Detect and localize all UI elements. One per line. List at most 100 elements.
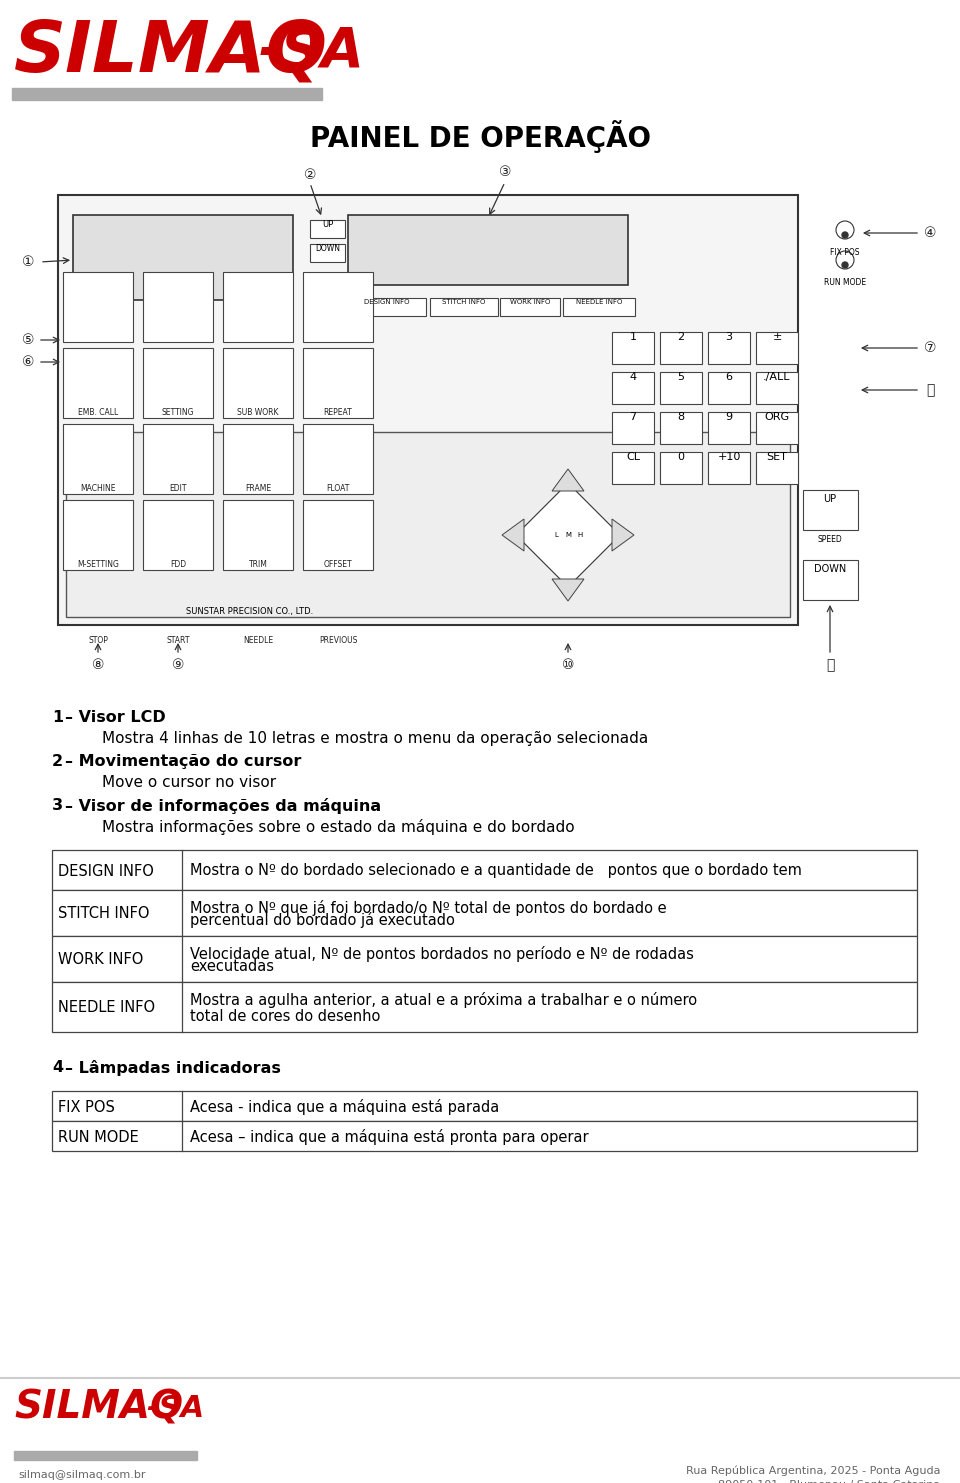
Bar	[660, 412, 702, 443]
Bar	[303, 349, 373, 418]
Text: Mostra o Nº que já foi bordado/o Nº total de pontos do bordado e: Mostra o Nº que já foi bordado/o Nº tota…	[190, 900, 666, 916]
Text: TRIM: TRIM	[249, 561, 268, 569]
Polygon shape	[612, 519, 634, 552]
Text: silmaq@silmaq.com.br: silmaq@silmaq.com.br	[18, 1470, 146, 1480]
Bar	[58, 194, 798, 624]
Polygon shape	[516, 483, 620, 587]
Bar	[612, 452, 654, 483]
Text: 9: 9	[726, 412, 732, 423]
Text: FIX POS: FIX POS	[830, 248, 860, 257]
Text: OFFSET: OFFSET	[324, 561, 352, 569]
Bar	[708, 332, 750, 363]
Bar	[756, 452, 798, 483]
Text: RUN MODE: RUN MODE	[824, 277, 866, 288]
Bar	[12, 87, 322, 99]
Text: EDIT: EDIT	[169, 483, 187, 492]
Bar	[223, 500, 293, 569]
Text: 8: 8	[678, 412, 684, 423]
Text: DOWN: DOWN	[315, 245, 340, 254]
Bar	[348, 215, 628, 285]
Bar	[63, 500, 133, 569]
Text: – Visor de informações da máquina: – Visor de informações da máquina	[65, 798, 381, 814]
Text: Mostra 4 linhas de 10 letras e mostra o menu da operação selecionada: Mostra 4 linhas de 10 letras e mostra o …	[102, 731, 648, 746]
Text: 4: 4	[52, 1060, 63, 1075]
Text: START: START	[166, 636, 190, 645]
Polygon shape	[552, 578, 584, 601]
Bar	[708, 372, 750, 403]
Bar	[14, 1450, 197, 1459]
Text: NEEDLE INFO: NEEDLE INFO	[58, 1001, 156, 1016]
Text: Mostra a agulha anterior, a atual e a próxima a trabalhar e o número: Mostra a agulha anterior, a atual e a pr…	[190, 992, 697, 1008]
Text: EMB. CALL: EMB. CALL	[78, 408, 118, 417]
Bar	[563, 298, 635, 316]
Text: ③: ③	[499, 165, 512, 179]
Bar	[52, 936, 917, 982]
Text: SILMAQ: SILMAQ	[14, 18, 328, 87]
Text: M: M	[565, 532, 571, 538]
Text: PAINEL DE OPERAÇÃO: PAINEL DE OPERAÇÃO	[309, 120, 651, 153]
Text: WORK INFO: WORK INFO	[510, 300, 550, 305]
Bar	[660, 452, 702, 483]
Bar	[660, 372, 702, 403]
Polygon shape	[502, 519, 524, 552]
Text: 2: 2	[678, 332, 684, 343]
Text: SUB WORK: SUB WORK	[237, 408, 278, 417]
Bar	[143, 349, 213, 418]
Bar	[430, 298, 498, 316]
Text: UP: UP	[322, 219, 333, 228]
Text: +10: +10	[717, 452, 741, 463]
Bar	[52, 982, 917, 1032]
Text: ⑦: ⑦	[924, 341, 936, 354]
Text: SPEED: SPEED	[818, 535, 842, 544]
Bar	[708, 452, 750, 483]
Bar	[310, 219, 345, 237]
Text: Acesa - indica que a máquina está parada: Acesa - indica que a máquina está parada	[190, 1099, 499, 1115]
Text: – Movimentação do cursor: – Movimentação do cursor	[65, 753, 301, 770]
Text: ⑫: ⑫	[925, 383, 934, 397]
Text: ⑤: ⑤	[22, 334, 35, 347]
Bar	[143, 271, 213, 343]
Text: 1: 1	[630, 332, 636, 343]
Text: PREVIOUS: PREVIOUS	[319, 636, 357, 645]
Text: Velocidade atual, Nº de pontos bordados no período e Nº de rodadas: Velocidade atual, Nº de pontos bordados …	[190, 946, 694, 962]
Bar	[63, 271, 133, 343]
Text: ②: ②	[303, 168, 316, 182]
Bar	[66, 432, 790, 617]
Text: Rua República Argentina, 2025 - Ponta Aguda: Rua República Argentina, 2025 - Ponta Ag…	[685, 1467, 940, 1477]
Text: CL: CL	[626, 452, 640, 463]
Text: ±: ±	[772, 332, 781, 343]
Text: Mostra informações sobre o estado da máquina e do bordado: Mostra informações sobre o estado da máq…	[102, 819, 575, 835]
Text: ①: ①	[22, 255, 35, 268]
Polygon shape	[552, 469, 584, 491]
Text: RUN MODE: RUN MODE	[58, 1130, 139, 1145]
Text: ORG: ORG	[764, 412, 789, 423]
Text: DOWN: DOWN	[814, 564, 846, 574]
Text: SETTING: SETTING	[161, 408, 194, 417]
Text: ⑩: ⑩	[562, 658, 574, 672]
Bar	[756, 372, 798, 403]
Bar	[223, 349, 293, 418]
Text: 3: 3	[52, 798, 63, 813]
Bar	[143, 424, 213, 494]
Bar	[303, 500, 373, 569]
Text: – Lâmpadas indicadoras: – Lâmpadas indicadoras	[65, 1060, 281, 1077]
Bar	[708, 412, 750, 443]
Text: ./ALL: ./ALL	[763, 372, 791, 383]
Text: SILMAQ: SILMAQ	[14, 1388, 183, 1427]
Text: WORK INFO: WORK INFO	[58, 952, 143, 967]
Text: -SA: -SA	[259, 25, 365, 79]
Text: Move o cursor no visor: Move o cursor no visor	[102, 776, 276, 790]
Text: ④: ④	[924, 225, 936, 240]
Bar	[303, 271, 373, 343]
Text: FDD: FDD	[170, 561, 186, 569]
Text: 5: 5	[678, 372, 684, 383]
Bar	[52, 890, 917, 936]
Text: SET: SET	[767, 452, 787, 463]
Bar	[348, 298, 426, 316]
Text: -SA: -SA	[146, 1394, 204, 1424]
Bar	[803, 561, 858, 601]
Text: total de cores do desenho: total de cores do desenho	[190, 1008, 380, 1023]
Text: L: L	[554, 532, 558, 538]
Circle shape	[842, 262, 848, 268]
Text: MACHINE: MACHINE	[81, 483, 116, 492]
